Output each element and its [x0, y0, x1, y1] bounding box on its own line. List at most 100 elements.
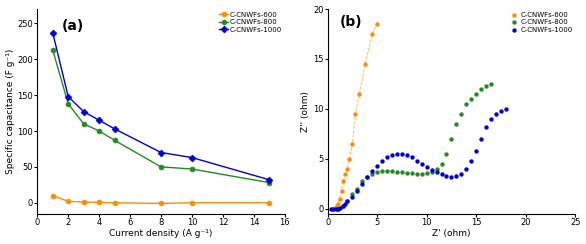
C-CNWFs-1000: [328, 207, 338, 211]
C-CNWFs-1000: [452, 174, 461, 178]
C-CNWFs-1000: [501, 107, 510, 111]
C-CNWFs-800: [111, 139, 118, 142]
C-CNWFs-1000: [367, 169, 377, 173]
C-CNWFs-1000: [335, 205, 344, 209]
C-CNWFs-800: [158, 165, 165, 168]
C-CNWFs-800: [466, 97, 476, 101]
C-CNWFs-600: [337, 189, 346, 193]
C-CNWFs-1000: [266, 178, 273, 181]
C-CNWFs-600: [111, 201, 118, 204]
C-CNWFs-1000: [64, 95, 71, 98]
C-CNWFs-600: [335, 197, 344, 201]
C-CNWFs-800: [353, 187, 362, 191]
C-CNWFs-600: [341, 172, 350, 176]
C-CNWFs-600: [158, 202, 165, 205]
Y-axis label: Z'' (ohm): Z'' (ohm): [301, 91, 310, 132]
C-CNWFs-800: [476, 87, 486, 91]
C-CNWFs-800: [407, 171, 417, 174]
C-CNWFs-1000: [363, 175, 372, 179]
Y-axis label: Specific capacitance (F g⁻¹): Specific capacitance (F g⁻¹): [5, 49, 15, 174]
C-CNWFs-800: [338, 203, 347, 207]
C-CNWFs-800: [333, 207, 342, 211]
C-CNWFs-800: [80, 122, 87, 125]
C-CNWFs-1000: [387, 153, 397, 157]
C-CNWFs-1000: [96, 119, 103, 122]
C-CNWFs-800: [96, 130, 103, 132]
C-CNWFs-800: [456, 112, 466, 116]
C-CNWFs-800: [64, 102, 71, 105]
C-CNWFs-600: [355, 92, 364, 96]
C-CNWFs-1000: [338, 203, 347, 207]
C-CNWFs-800: [422, 171, 431, 174]
C-CNWFs-1000: [347, 195, 357, 199]
C-CNWFs-1000: [326, 207, 335, 211]
C-CNWFs-800: [437, 162, 446, 166]
C-CNWFs-1000: [111, 127, 118, 130]
C-CNWFs-800: [343, 199, 352, 203]
C-CNWFs-800: [392, 170, 401, 173]
C-CNWFs-800: [481, 84, 490, 88]
C-CNWFs-600: [343, 167, 352, 171]
C-CNWFs-600: [373, 22, 382, 26]
C-CNWFs-800: [357, 179, 367, 183]
Legend: C-CNWFs-600, C-CNWFs-800, C-CNWFs-1000: C-CNWFs-600, C-CNWFs-800, C-CNWFs-1000: [218, 10, 284, 34]
C-CNWFs-1000: [383, 155, 392, 159]
C-CNWFs-1000: [417, 162, 427, 166]
C-CNWFs-1000: [447, 175, 456, 179]
C-CNWFs-1000: [437, 172, 446, 176]
C-CNWFs-1000: [333, 207, 342, 211]
C-CNWFs-1000: [189, 156, 196, 159]
C-CNWFs-1000: [49, 31, 56, 34]
C-CNWFs-1000: [377, 159, 387, 163]
C-CNWFs-1000: [80, 110, 87, 113]
C-CNWFs-1000: [412, 159, 421, 163]
C-CNWFs-800: [447, 137, 456, 141]
C-CNWFs-1000: [353, 189, 362, 193]
C-CNWFs-800: [363, 175, 372, 179]
Line: C-CNWFs-1000: C-CNWFs-1000: [50, 30, 272, 182]
C-CNWFs-800: [417, 172, 427, 176]
C-CNWFs-800: [266, 181, 273, 184]
C-CNWFs-1000: [343, 199, 352, 203]
C-CNWFs-800: [383, 169, 392, 173]
Text: (a): (a): [62, 19, 84, 33]
C-CNWFs-1000: [491, 112, 500, 116]
C-CNWFs-600: [367, 32, 377, 36]
C-CNWFs-600: [350, 112, 360, 116]
C-CNWFs-1000: [392, 152, 401, 156]
C-CNWFs-1000: [432, 170, 441, 173]
C-CNWFs-600: [328, 207, 338, 211]
C-CNWFs-600: [333, 202, 342, 205]
Line: C-CNWFs-800: C-CNWFs-800: [50, 48, 272, 185]
C-CNWFs-800: [442, 152, 451, 156]
C-CNWFs-800: [189, 168, 196, 171]
C-CNWFs-800: [412, 172, 421, 176]
C-CNWFs-1000: [427, 168, 437, 172]
C-CNWFs-800: [432, 167, 441, 171]
C-CNWFs-800: [472, 92, 481, 96]
C-CNWFs-1000: [481, 125, 490, 129]
C-CNWFs-1000: [402, 153, 411, 157]
C-CNWFs-1000: [462, 167, 471, 171]
C-CNWFs-600: [360, 62, 370, 66]
C-CNWFs-800: [49, 49, 56, 51]
C-CNWFs-600: [266, 201, 273, 204]
X-axis label: Current density (A g⁻¹): Current density (A g⁻¹): [110, 229, 213, 238]
C-CNWFs-1000: [422, 165, 431, 169]
C-CNWFs-600: [339, 179, 348, 183]
C-CNWFs-600: [49, 194, 56, 197]
C-CNWFs-800: [486, 82, 496, 86]
Legend: C-CNWFs-600, C-CNWFs-800, C-CNWFs-1000: C-CNWFs-600, C-CNWFs-800, C-CNWFs-1000: [509, 10, 574, 34]
C-CNWFs-600: [189, 201, 196, 204]
C-CNWFs-800: [387, 169, 397, 173]
C-CNWFs-600: [345, 157, 354, 161]
C-CNWFs-1000: [476, 137, 486, 141]
C-CNWFs-600: [80, 201, 87, 203]
C-CNWFs-1000: [486, 117, 496, 121]
C-CNWFs-1000: [341, 202, 350, 205]
C-CNWFs-800: [402, 171, 411, 174]
C-CNWFs-600: [331, 204, 340, 208]
C-CNWFs-800: [347, 192, 357, 195]
C-CNWFs-800: [462, 102, 471, 106]
C-CNWFs-1000: [456, 172, 466, 176]
